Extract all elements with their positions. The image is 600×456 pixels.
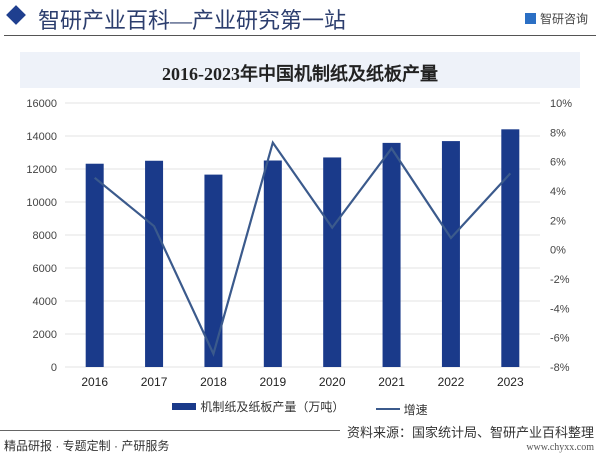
y-right-tick: -6%: [550, 333, 570, 345]
logo-icon: [524, 13, 536, 24]
bar: [382, 142, 401, 367]
y-left-tick: 2000: [33, 329, 57, 341]
growth-line: [93, 140, 512, 357]
legend-swatch-bar: [172, 403, 197, 410]
bar: [145, 160, 164, 367]
divider: [4, 35, 596, 36]
bar: [85, 163, 104, 367]
y-left-tick: 4000: [33, 296, 57, 308]
y-right-tick: -2%: [550, 274, 570, 286]
x-tick: 2023: [497, 375, 524, 389]
y-right-tick: 10%: [550, 98, 572, 110]
bar: [441, 141, 460, 367]
legend-swatch-line: [375, 408, 400, 410]
chart-title: 2016-2023年中国机制纸及纸板产量: [162, 64, 438, 84]
y-left-tick: 16000: [26, 98, 57, 110]
legend-item-line: 增速: [375, 401, 428, 418]
y-right-tick: 8%: [550, 127, 566, 139]
header: 智研产业百科—产业研究第一站 智研咨询: [0, 0, 600, 36]
y-left-tick: 0: [51, 362, 57, 374]
y-right-tick: 6%: [550, 157, 566, 169]
y-right-tick: -8%: [550, 362, 570, 374]
legend-item-bar: 机制纸及纸板产量（万吨）: [172, 398, 344, 415]
brand-name: 智研咨询: [539, 12, 588, 26]
header-title: 智研产业百科—产业研究第一站: [38, 8, 347, 33]
y-right-tick: 4%: [550, 186, 566, 198]
x-tick: 2022: [438, 375, 465, 389]
y-left-tick: 8000: [33, 230, 57, 242]
bar: [263, 160, 282, 367]
bar: [323, 157, 342, 367]
x-tick: 2016: [81, 375, 108, 389]
y-right-tick: -4%: [550, 303, 570, 315]
source-note: 资料来源：国家统计局、智研产业百科整理: [346, 425, 594, 440]
source-url: www.chyxx.com: [526, 442, 594, 453]
y-right-tick: 2%: [550, 215, 566, 227]
brand-logo: 智研咨询: [524, 10, 588, 27]
x-tick: 2020: [319, 375, 346, 389]
footer-tagline: 精品研报 · 专题定制 · 产研服务: [4, 439, 170, 453]
y-left-tick: 10000: [26, 197, 57, 209]
x-tick: 2018: [200, 375, 227, 389]
legend-label: 增速: [403, 402, 428, 417]
y-left-tick: 12000: [26, 164, 57, 176]
legend: 机制纸及纸板产量（万吨） 增速: [0, 398, 600, 418]
x-tick: 2019: [259, 375, 286, 389]
title-bar: 2016-2023年中国机制纸及纸板产量: [20, 52, 580, 88]
y-right-tick: 0%: [550, 245, 566, 257]
y-left-tick: 6000: [33, 263, 57, 275]
x-tick: 2017: [141, 375, 168, 389]
bar: [501, 129, 520, 367]
x-tick: 2021: [378, 375, 405, 389]
bar: [204, 174, 223, 367]
legend-label: 机制纸及纸板产量（万吨）: [200, 400, 345, 414]
y-left-tick: 14000: [26, 131, 57, 143]
footer-divider: [0, 430, 340, 431]
